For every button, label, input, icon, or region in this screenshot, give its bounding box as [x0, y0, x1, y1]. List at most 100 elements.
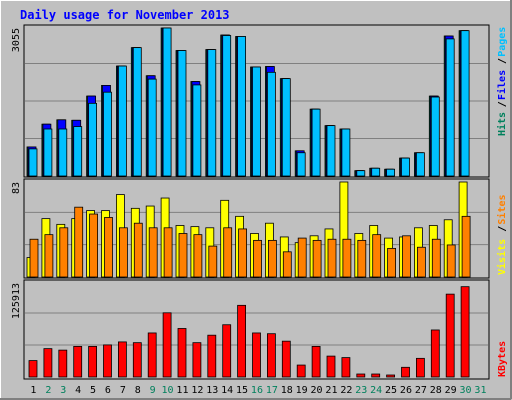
bar-sites-day-3	[59, 227, 69, 278]
day-label-22: 22	[340, 385, 352, 396]
day-label-24: 24	[370, 385, 382, 396]
bar-kbytes-day-10	[162, 312, 172, 378]
bar-sites-day-28	[431, 238, 441, 278]
bar-sites-day-25	[387, 247, 397, 278]
bar-kbytes-day-9	[147, 332, 157, 378]
bars	[26, 27, 471, 378]
bar-sites-day-20	[312, 239, 322, 278]
day-label-31: 31	[474, 385, 486, 396]
bar-kbytes-day-25	[386, 374, 396, 378]
bar-sites-day-26	[402, 235, 411, 278]
day-label-19: 19	[296, 385, 308, 396]
bar-sites-day-6	[104, 217, 113, 278]
bar-pages-day-15	[237, 36, 247, 177]
bar-kbytes-day-6	[103, 344, 112, 378]
day-label-27: 27	[415, 385, 427, 396]
bar-pages-day-20	[311, 108, 321, 177]
bar-kbytes-day-7	[118, 341, 127, 378]
legend-kbytes: KBytes	[497, 341, 508, 377]
bar-kbytes-day-17	[266, 333, 276, 378]
bar-pages-day-24	[371, 167, 381, 177]
legend-separator: /	[497, 58, 508, 64]
bar-sites-day-15	[238, 228, 248, 278]
day-label-16: 16	[251, 385, 263, 396]
bar-pages-day-8	[132, 47, 142, 177]
bar-pages-day-27	[415, 152, 425, 177]
bar-kbytes-day-27	[415, 357, 425, 378]
bar-sites-day-4	[74, 206, 84, 278]
bar-pages-day-26	[401, 157, 410, 177]
axis-max-label: 125913	[11, 283, 22, 319]
bar-pages-day-7	[118, 65, 127, 177]
bar-sites-day-17	[267, 239, 277, 278]
bar-pages-day-25	[386, 168, 396, 177]
bar-kbytes-day-24	[371, 373, 381, 378]
day-label-2: 2	[45, 385, 51, 396]
bar-pages-day-9	[147, 78, 157, 177]
day-label-4: 4	[75, 385, 81, 396]
chart-title: Daily usage for November 2013	[20, 8, 230, 22]
bar-kbytes-day-28	[430, 329, 440, 378]
bar-pages-day-28	[430, 96, 440, 177]
bar-kbytes-day-21	[326, 355, 336, 378]
bar-pages-day-10	[162, 27, 172, 177]
bar-kbytes-day-18	[281, 340, 291, 378]
day-label-18: 18	[281, 385, 293, 396]
bar-sites-day-5	[89, 213, 98, 278]
bar-pages-day-18	[281, 78, 291, 177]
bar-pages-day-1	[28, 148, 38, 177]
bar-sites-day-9	[148, 227, 158, 278]
day-label-11: 11	[176, 385, 188, 396]
day-label-9: 9	[150, 385, 156, 396]
bar-kbytes-day-20	[311, 345, 321, 378]
bar-sites-day-24	[372, 234, 382, 278]
bar-sites-day-14	[223, 227, 233, 278]
day-label-10: 10	[162, 385, 174, 396]
bar-kbytes-day-23	[356, 373, 366, 378]
bar-kbytes-day-2	[43, 348, 53, 378]
bar-sites-day-23	[357, 239, 367, 278]
legend-sites: Sites	[496, 194, 508, 224]
bar-pages-day-29	[445, 38, 455, 177]
bar-sites-day-16	[253, 239, 262, 278]
day-label-29: 29	[445, 385, 457, 396]
bar-pages-day-19	[296, 152, 306, 177]
bar-kbytes-day-26	[401, 366, 410, 378]
bar-sites-day-1	[29, 238, 39, 278]
bar-kbytes-day-22	[341, 357, 351, 378]
day-label-20: 20	[311, 385, 323, 396]
bar-kbytes-day-16	[252, 332, 261, 378]
day-label-12: 12	[191, 385, 203, 396]
day-label-25: 25	[385, 385, 397, 396]
day-label-21: 21	[325, 385, 337, 396]
bar-sites-day-30	[461, 215, 471, 278]
bar-sites-day-12	[193, 234, 203, 278]
bar-pages-day-22	[341, 128, 351, 177]
bar-pages-day-2	[43, 128, 53, 177]
legend-visits: Visits	[496, 239, 508, 275]
bar-sites-day-19	[297, 237, 307, 278]
bar-pages-day-13	[207, 49, 217, 177]
bar-pages-day-11	[177, 50, 187, 177]
bar-sites-day-13	[208, 245, 218, 278]
day-label-26: 26	[400, 385, 412, 396]
day-labels: 1 2 3 4 5 6 7 8 9 10 11 12 13 14 15 16 17 18 19 20 21 22 23 24 2…	[30, 385, 486, 396]
bar-sites-day-8	[133, 222, 143, 278]
bar-kbytes-day-11	[177, 328, 187, 378]
bar-sites-day-27	[416, 246, 426, 278]
bar-sites-day-11	[178, 233, 188, 278]
bar-sites-day-22	[342, 238, 352, 278]
bar-kbytes-day-14	[222, 324, 232, 378]
bar-pages-day-23	[356, 170, 366, 177]
bar-pages-day-5	[88, 102, 97, 177]
bar-kbytes-day-19	[296, 364, 306, 378]
bar-sites-day-21	[327, 238, 337, 278]
day-label-28: 28	[430, 385, 442, 396]
bar-kbytes-day-12	[192, 342, 202, 378]
legend-separator: /	[497, 101, 508, 107]
day-label-6: 6	[105, 385, 111, 396]
day-label-15: 15	[236, 385, 248, 396]
day-label-13: 13	[206, 385, 218, 396]
